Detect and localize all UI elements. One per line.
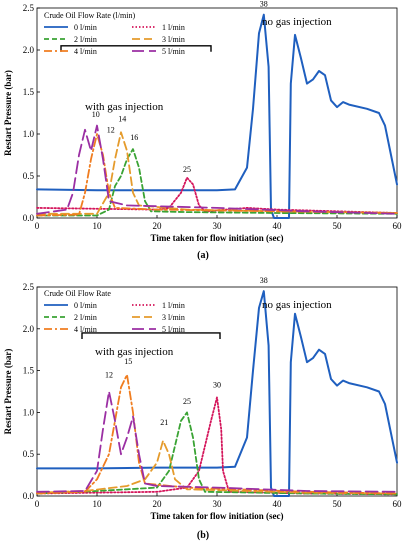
- x-tick-label: 0: [35, 499, 40, 509]
- legend-entry: 5 l/min: [162, 47, 185, 56]
- with-gas-annotation: with gas injection: [95, 346, 174, 358]
- series-line-5-l-min: [36, 124, 398, 215]
- x-tick-label: 0: [35, 221, 40, 231]
- series-line-4-l-min: [36, 133, 398, 217]
- peak-label: 12: [107, 125, 115, 134]
- chart-panel-1: 0 10 20 30 40 50 60 0.0 0.5 1.0 1.5 2.0 2.5 Time take…: [3, 0, 402, 261]
- peak-label: 38: [260, 276, 268, 285]
- peak-label: 10: [92, 110, 100, 119]
- peak-label: 38: [260, 0, 268, 8]
- y-tick-label: 0.0: [23, 491, 35, 501]
- series-line-3-l-min: [36, 439, 398, 495]
- y-axis-label: Restart Pressure (bar): [3, 70, 13, 156]
- legend-entry: 4 l/min: [74, 47, 97, 56]
- series-line-4-l-min: [36, 373, 398, 495]
- y-tick-label: 1.0: [23, 129, 35, 139]
- y-tick-label: 1.5: [23, 87, 35, 97]
- legend-title: Crude Oil Flow Rate (l/min): [44, 11, 135, 20]
- series-line-5-l-min: [36, 390, 398, 493]
- x-tick-label: 10: [93, 221, 103, 231]
- legend: Crude Oil Flow Rate 0 l/min 1 l/min 2 l/min…: [44, 289, 185, 334]
- y-tick-label: 2.5: [23, 282, 35, 292]
- x-tick-label: 30: [213, 499, 223, 509]
- x-tick-label: 30: [213, 221, 223, 231]
- legend-entry: 0 l/min: [74, 301, 97, 310]
- x-tick-label: 20: [153, 499, 163, 509]
- peak-label: 30: [213, 380, 221, 389]
- y-tick-label: 2.0: [23, 324, 35, 334]
- series-line-2-l-min: [36, 148, 398, 217]
- legend: Crude Oil Flow Rate (l/min) 0 l/min 1 l/mi…: [44, 11, 185, 56]
- legend-entry: 1 l/min: [162, 301, 185, 310]
- x-tick-label: 40: [273, 221, 283, 231]
- y-tick-label: 1.5: [23, 366, 35, 376]
- peak-label: 12: [105, 370, 113, 379]
- y-axis-label: Restart Pressure (bar): [3, 349, 13, 435]
- panel-label: (b): [197, 530, 209, 541]
- gas-injection-bracket: [60, 45, 212, 52]
- series-line-2-l-min: [36, 411, 398, 496]
- legend-entry: 3 l/min: [162, 35, 185, 44]
- y-tick-label: 0.5: [23, 171, 35, 181]
- y-tick-label: 1.0: [23, 407, 35, 417]
- with-gas-annotation: with gas injection: [85, 101, 164, 113]
- legend-entry: 0 l/min: [74, 23, 97, 32]
- legend-entry: 2 l/min: [74, 313, 97, 322]
- no-gas-annotation: no gas injection: [262, 299, 332, 311]
- peak-label: 15: [124, 357, 132, 366]
- legend-title: Crude Oil Flow Rate: [44, 289, 111, 298]
- y-tick-label: 0.5: [23, 449, 35, 459]
- gas-injection-bracket: [81, 332, 221, 339]
- no-gas-annotation: no gas injection: [262, 16, 332, 28]
- peak-label: 25: [183, 397, 191, 406]
- peak-label: 14: [118, 114, 126, 123]
- y-tick-label: 2.0: [23, 45, 35, 55]
- peak-label: 25: [183, 165, 191, 174]
- legend-entry: 2 l/min: [74, 35, 97, 44]
- x-tick-label: 40: [273, 499, 283, 509]
- legend-entry: 1 l/min: [162, 23, 185, 32]
- y-tick-label: 0.0: [23, 213, 35, 223]
- x-tick-label: 20: [153, 221, 163, 231]
- chart-panel-2: 0 10 20 30 40 50 60 0.0 0.5 1.0 1.5 2.0 2.5 Time take…: [3, 276, 402, 541]
- x-tick-label: 60: [393, 221, 403, 231]
- series-line-0-l-min: [36, 13, 398, 219]
- series-line-3-l-min: [36, 131, 398, 215]
- series-line-0-l-min: [36, 290, 398, 497]
- x-axis-label: Time taken for flow initiation (sec): [151, 511, 284, 521]
- legend-entry: 5 l/min: [162, 325, 185, 334]
- y-tick-label: 2.5: [23, 3, 35, 13]
- x-tick-label: 10: [93, 499, 103, 509]
- x-axis-label: Time taken for flow initiation (sec): [151, 233, 284, 243]
- peak-label: 21: [160, 418, 168, 427]
- legend-entry: 4 l/min: [74, 325, 97, 334]
- x-tick-label: 50: [333, 221, 343, 231]
- panel-label: (a): [197, 250, 209, 261]
- x-tick-label: 50: [333, 499, 343, 509]
- x-tick-label: 60: [393, 499, 403, 509]
- peak-label: 16: [130, 133, 138, 142]
- legend-entry: 3 l/min: [162, 313, 185, 322]
